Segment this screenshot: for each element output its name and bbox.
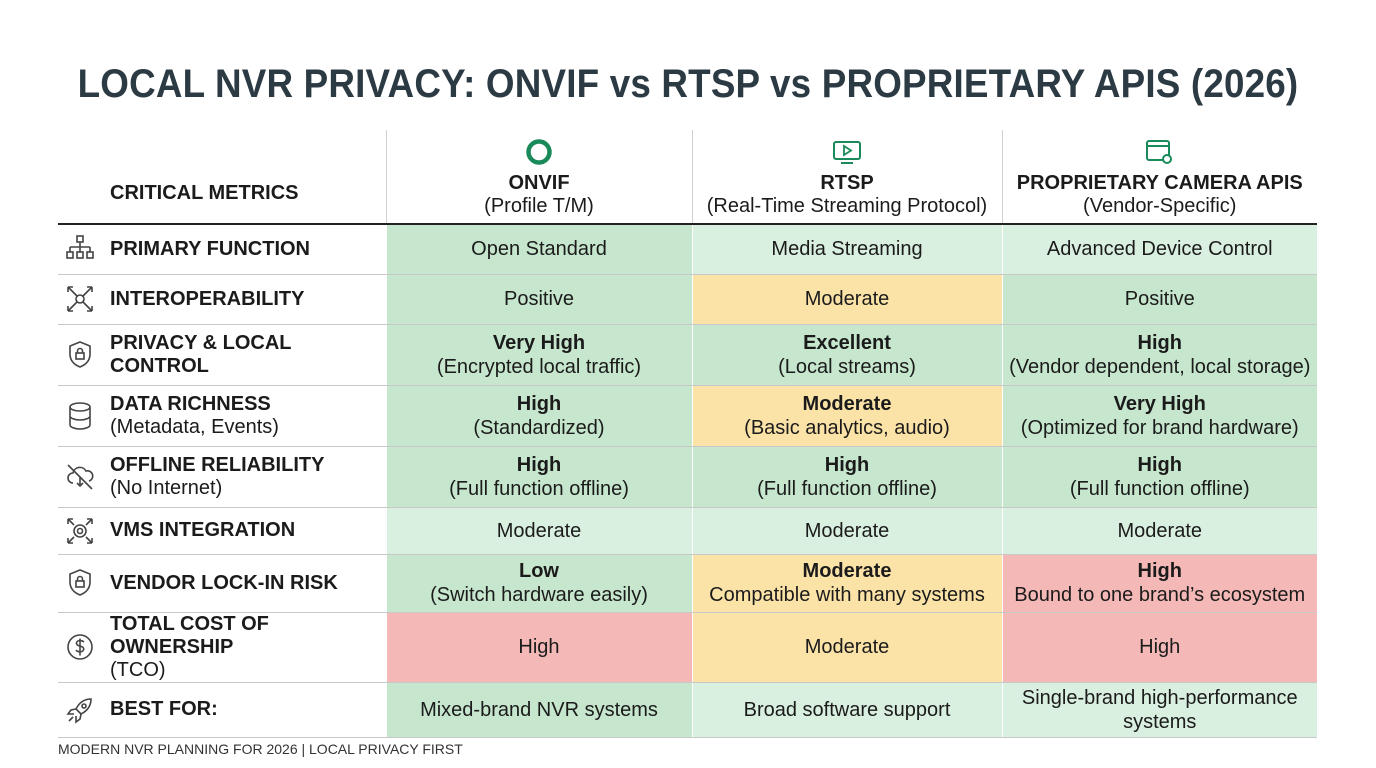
metric-label: VENDOR LOCK-IN RISK: [110, 571, 338, 594]
camera-expand-icon: [64, 515, 96, 547]
table-row: VENDOR LOCK-IN RISK Low (Switch hardware e…: [58, 554, 1317, 613]
metric-cell: PRIMARY FUNCTION: [58, 224, 386, 275]
metrics-header: CRITICAL METRICS: [58, 130, 386, 225]
value-cell: Single-brand high-performance systems: [1001, 682, 1317, 738]
metric-label: PRIMARY FUNCTION: [110, 237, 310, 260]
value-cell: Media Streaming: [691, 224, 1002, 275]
value-cell: Moderate Compatible with many systems: [691, 554, 1002, 613]
play-screen-icon: [693, 130, 1002, 166]
metric-cell: VENDOR LOCK-IN RISK: [58, 554, 386, 613]
rocket-icon: [64, 694, 96, 726]
page-title: LOCAL NVR PRIVACY: ONVIF vs RTSP vs PROP…: [77, 62, 1299, 106]
footer: MODERN NVR PLANNING FOR 2026 | LOCAL PRI…: [58, 741, 463, 757]
expand-arrows-icon: [64, 283, 96, 315]
table-row: VMS INTEGRATION Moderate Moderate Moderate: [58, 507, 1317, 555]
table-row: TOTAL COST OF OWNERSHIP (TCO) High Moderat…: [58, 612, 1317, 683]
shield-lock-icon: [64, 567, 96, 599]
shield-lock-icon: [64, 339, 96, 371]
table-row: BEST FOR: Mixed-brand NVR systems Broad so…: [58, 682, 1317, 738]
value-cell: High (Full function offline): [385, 446, 692, 508]
value-cell: Positive: [385, 274, 692, 325]
value-cell: High: [385, 612, 692, 683]
hierarchy-icon: [64, 233, 96, 265]
metric-label: TOTAL COST OF OWNERSHIP (TCO): [110, 612, 269, 681]
metric-cell: DATA RICHNESS (Metadata, Events): [58, 385, 386, 447]
column-header-proprietary: PROPRIETARY CAMERA APIS (Vendor-Specific): [1001, 130, 1318, 225]
value-cell: Moderate: [385, 507, 692, 555]
value-cell: High (Standardized): [385, 385, 692, 447]
comparison-table: CRITICAL METRICS ONVIF (Profile T/M) RTSP…: [58, 130, 1317, 738]
value-cell: Broad software support: [691, 682, 1002, 738]
browser-gear-icon: [1003, 130, 1318, 166]
column-header-rtsp: RTSP (Real-Time Streaming Protocol): [691, 130, 1002, 225]
value-cell: High (Full function offline): [691, 446, 1002, 508]
metric-label: PRIVACY & LOCAL CONTROL: [110, 331, 292, 377]
value-cell: High (Vendor dependent, local storage): [1001, 324, 1317, 386]
value-cell: Open Standard: [385, 224, 692, 275]
value-cell: Moderate: [691, 507, 1002, 555]
value-cell: High (Full function offline): [1001, 446, 1317, 508]
table-row: DATA RICHNESS (Metadata, Events) High (Stan…: [58, 385, 1317, 447]
metric-label: INTEROPERABILITY: [110, 287, 305, 310]
value-cell: Positive: [1001, 274, 1317, 325]
value-cell: Advanced Device Control: [1001, 224, 1317, 275]
dollar-icon: [64, 631, 96, 663]
table-row: OFFLINE RELIABILITY (No Internet) High (Ful…: [58, 446, 1317, 508]
cloud-off-icon: [64, 461, 96, 493]
table-row: PRIVACY & LOCAL CONTROL Very High (Encrypt…: [58, 324, 1317, 386]
value-cell: Moderate: [1001, 507, 1317, 555]
metric-cell: INTEROPERABILITY: [58, 274, 386, 325]
value-cell: Mixed-brand NVR systems: [385, 682, 692, 738]
metric-cell: BEST FOR:: [58, 682, 386, 738]
value-cell: High: [1001, 612, 1317, 683]
metric-cell: TOTAL COST OF OWNERSHIP (TCO): [58, 612, 386, 683]
metric-label: BEST FOR:: [110, 698, 218, 720]
metric-cell: PRIVACY & LOCAL CONTROL: [58, 324, 386, 386]
metric-label: OFFLINE RELIABILITY (No Internet): [110, 453, 325, 499]
value-cell: Very High (Encrypted local traffic): [385, 324, 692, 386]
value-cell: Very High (Optimized for brand hardware): [1001, 385, 1317, 447]
value-cell: High Bound to one brand’s ecosystem: [1001, 554, 1317, 613]
metric-label: VMS INTEGRATION: [110, 519, 296, 541]
metric-cell: OFFLINE RELIABILITY (No Internet): [58, 446, 386, 508]
value-cell: Moderate: [691, 612, 1002, 683]
value-cell: Moderate: [691, 274, 1002, 325]
metric-label: DATA RICHNESS (Metadata, Events): [110, 392, 279, 438]
value-cell: Excellent (Local streams): [691, 324, 1002, 386]
value-cell: Low (Switch hardware easily): [385, 554, 692, 613]
metric-cell: VMS INTEGRATION: [58, 507, 386, 555]
table-row: PRIMARY FUNCTION Open Standard Media Strea…: [58, 224, 1317, 275]
table-row: INTEROPERABILITY Positive Moderate Positive: [58, 274, 1317, 325]
column-header-onvif: ONVIF (Profile T/M): [385, 130, 692, 225]
ring-icon: [387, 130, 692, 166]
value-cell: Moderate (Basic analytics, audio): [691, 385, 1002, 447]
database-icon: [64, 400, 96, 432]
